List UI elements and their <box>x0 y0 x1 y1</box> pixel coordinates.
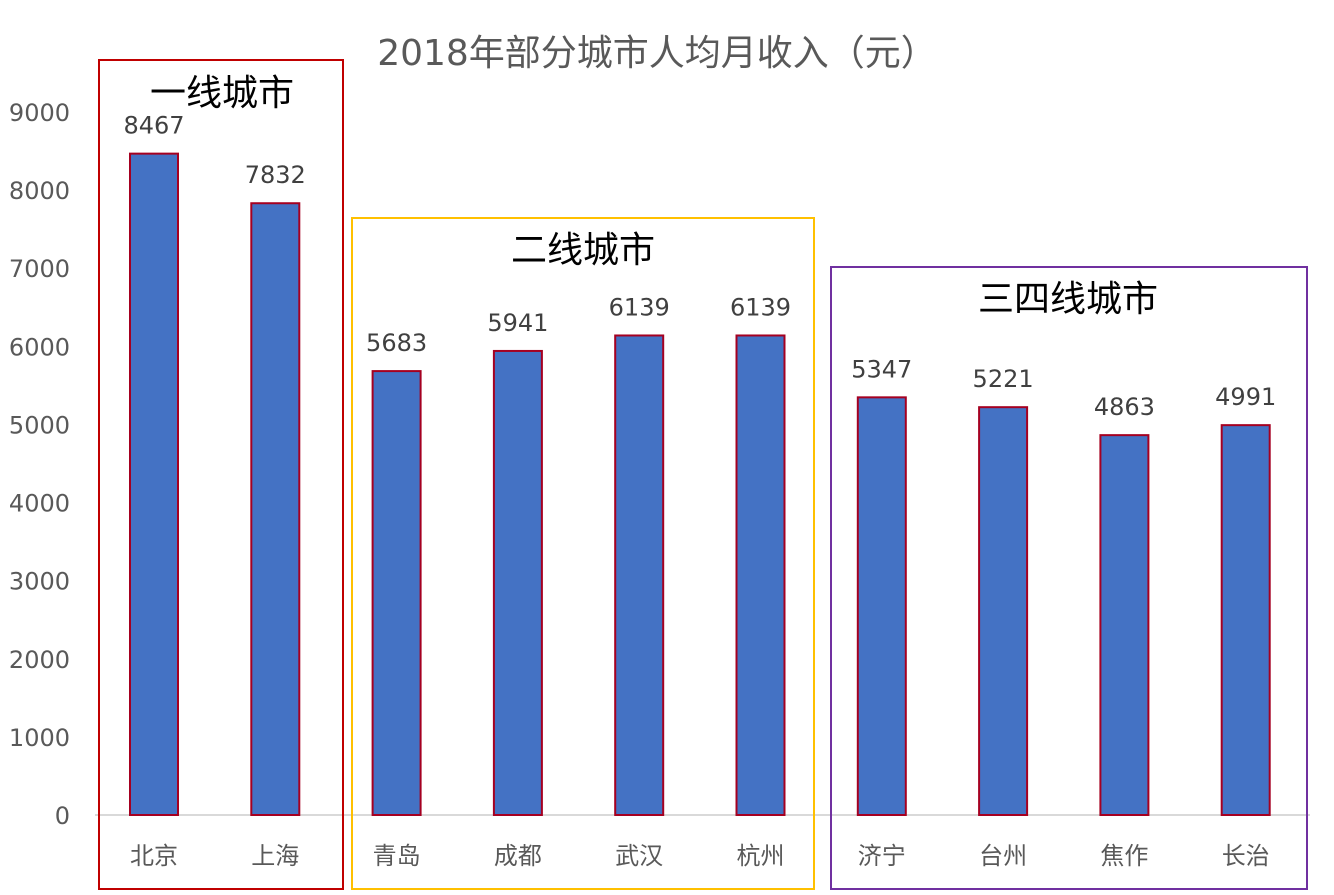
x-tick-label: 焦作 <box>1100 842 1148 870</box>
y-tick-label: 6000 <box>9 333 70 361</box>
y-tick-label: 8000 <box>9 177 70 205</box>
data-label: 5683 <box>366 329 427 357</box>
group-label: 一线城市 <box>150 73 294 114</box>
group-box <box>98 59 344 890</box>
y-tick-label: 1000 <box>9 724 70 752</box>
x-tick-label: 武汉 <box>615 842 663 870</box>
y-tick-label: 5000 <box>9 411 70 439</box>
x-tick-label: 青岛 <box>373 842 421 870</box>
y-tick-label: 3000 <box>9 568 70 596</box>
bar <box>1099 434 1150 816</box>
x-tick-label: 济宁 <box>858 842 906 870</box>
data-label: 8467 <box>123 112 184 140</box>
bar <box>614 334 665 816</box>
bar <box>250 202 301 817</box>
bar <box>129 152 179 816</box>
data-label: 6139 <box>730 293 791 321</box>
x-tick-label: 成都 <box>494 842 542 870</box>
x-tick-label: 杭州 <box>737 842 785 870</box>
bar <box>856 396 907 816</box>
x-tick-label: 台州 <box>979 842 1027 870</box>
data-label: 5221 <box>973 365 1034 393</box>
y-tick-label: 9000 <box>9 99 70 127</box>
bar <box>1220 424 1271 816</box>
y-tick-label: 2000 <box>9 646 70 674</box>
group-box <box>830 266 1308 890</box>
x-tick-label: 长治 <box>1222 842 1270 870</box>
y-tick-label: 0 <box>55 802 70 830</box>
group-label: 二线城市 <box>511 230 655 271</box>
x-tick-label: 北京 <box>130 842 178 870</box>
chart-title: 2018年部分城市人均月收入（元） <box>377 33 937 74</box>
data-label: 5941 <box>487 309 548 337</box>
bar <box>371 370 422 816</box>
data-label: 4863 <box>1094 393 1155 421</box>
data-label: 4991 <box>1215 383 1276 411</box>
data-label: 6139 <box>609 293 670 321</box>
y-tick-label: 7000 <box>9 255 70 283</box>
group-box <box>351 217 815 890</box>
data-label: 7832 <box>245 161 306 189</box>
bar <box>492 349 543 816</box>
data-label: 5347 <box>851 355 912 383</box>
bar <box>735 334 786 816</box>
bar <box>978 406 1029 816</box>
y-tick-label: 4000 <box>9 490 70 518</box>
group-label: 三四线城市 <box>978 279 1158 320</box>
x-tick-label: 上海 <box>251 842 299 870</box>
